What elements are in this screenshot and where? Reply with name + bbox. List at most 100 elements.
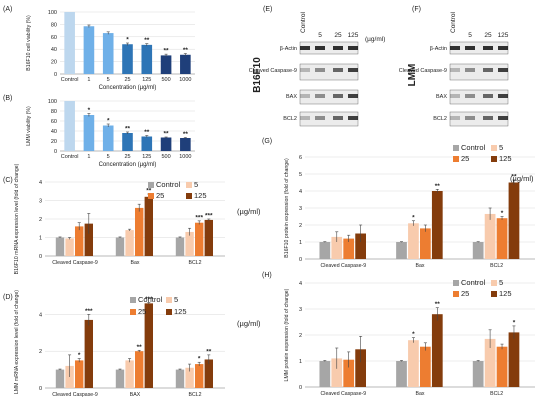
- x-tick-label: Cleaved Caspase-9: [321, 391, 367, 397]
- x-tick-label: 500: [161, 154, 170, 160]
- legend-swatch: [186, 193, 192, 199]
- blot-band: [315, 68, 325, 72]
- blot-band: [315, 46, 325, 50]
- blot-band: [333, 116, 343, 120]
- bar-A-5: [102, 33, 114, 74]
- significance-mark: **: [164, 48, 170, 55]
- y-tick-label: 6: [299, 155, 302, 161]
- y-tick-label: 20: [51, 60, 57, 66]
- y-tick-label: 4: [299, 281, 302, 287]
- legend-swatch: [491, 145, 497, 151]
- significance-mark: *: [513, 319, 516, 326]
- y-tick-label: 2: [39, 349, 42, 355]
- legend-swatch: [453, 156, 459, 162]
- blot-band: [348, 116, 358, 120]
- x-tick-label: Bax: [131, 260, 140, 266]
- y-tick-label: 0: [39, 254, 42, 260]
- bar-C-25: [75, 226, 84, 256]
- legend-label: Control: [156, 180, 181, 189]
- x-axis-label: Concentration (µg/ml): [99, 162, 157, 168]
- bar-C-5: [65, 238, 74, 256]
- bar-H-Control: [396, 361, 407, 387]
- blot-row-label: β-Actin: [280, 46, 297, 52]
- bar-C-Control: [175, 237, 185, 256]
- bar-C-25: [195, 222, 204, 256]
- y-tick-label: 3: [39, 199, 42, 205]
- blot-band: [300, 94, 310, 98]
- significance-mark: *: [412, 214, 415, 221]
- blot-row-label: β-Actin: [430, 46, 447, 52]
- bar-G-Control: [396, 242, 407, 259]
- panel-label-D: (D): [3, 294, 13, 301]
- blot-band: [450, 46, 460, 50]
- blot-band: [348, 94, 358, 98]
- y-tick-label: 0: [299, 385, 302, 391]
- bar-D-125: [84, 319, 93, 388]
- blot-lane-label: Control: [450, 11, 457, 33]
- bar-G-5: [331, 236, 343, 259]
- x-tick-label: 125: [142, 77, 151, 83]
- bar-H-125: [431, 314, 443, 387]
- bar-A-1: [83, 26, 95, 74]
- blot-band: [465, 116, 475, 120]
- blot-band: [465, 46, 475, 50]
- x-tick-label: BCL2: [490, 391, 503, 397]
- blot-band: [465, 68, 475, 72]
- blot-band: [333, 94, 343, 98]
- bar-B-5: [102, 125, 114, 151]
- significance-mark: *: [198, 356, 201, 363]
- x-tick-label: 125: [142, 154, 151, 160]
- bar-B-25: [122, 133, 133, 151]
- panel-label-E: (E): [263, 6, 272, 13]
- bar-C-125: [84, 223, 93, 256]
- y-tick-label: 5: [299, 172, 302, 178]
- blot-band: [498, 116, 508, 120]
- x-tick-label: Cleaved Caspase-9: [52, 392, 98, 398]
- y-tick-label: 80: [51, 109, 57, 115]
- y-axis-label: B16F10 mRNA expression level (fold of ch…: [14, 163, 20, 274]
- legend-label: 125: [194, 191, 207, 200]
- y-tick-label: 40: [51, 47, 57, 53]
- y-tick-label: 60: [51, 119, 57, 125]
- significance-mark: **: [206, 348, 212, 355]
- y-axis-label: B16F10 protein expression (fold of chang…: [284, 158, 290, 258]
- legend-swatch: [491, 156, 497, 162]
- legend-label: 5: [499, 278, 503, 287]
- legend-label: Control: [461, 278, 486, 287]
- bar-G-125: [431, 191, 443, 259]
- bar-H-5: [484, 338, 496, 387]
- blot-band: [498, 94, 508, 98]
- x-tick-label: 500: [161, 77, 170, 83]
- y-tick-label: 3: [299, 206, 302, 212]
- significance-mark: *: [78, 352, 81, 359]
- bar-C-125: [204, 219, 213, 256]
- blot-band: [300, 68, 310, 72]
- bar-H-5: [331, 358, 343, 387]
- blot-lane-label: 5: [468, 32, 472, 39]
- legend-swatch: [166, 309, 172, 315]
- legend-swatch: [186, 182, 192, 188]
- bar-H-125: [355, 349, 366, 387]
- y-tick-label: 60: [51, 35, 57, 41]
- bar-D-25: [75, 360, 84, 388]
- legend-swatch: [453, 291, 459, 297]
- x-tick-label: BCL2: [490, 263, 503, 269]
- y-tick-label: 2: [299, 223, 302, 229]
- bar-D-Control: [175, 369, 185, 388]
- bar-A-25: [122, 44, 133, 74]
- blot-lane-label: 25: [484, 32, 492, 39]
- legend-label: 25: [461, 154, 469, 163]
- bar-C-5: [185, 231, 194, 256]
- legend-label: 5: [174, 295, 178, 304]
- legend-label: 125: [499, 154, 512, 163]
- significance-mark: ***: [195, 214, 203, 221]
- y-tick-label: 100: [48, 99, 57, 105]
- x-tick-label: 1: [87, 154, 90, 160]
- bar-C-25: [135, 207, 144, 256]
- x-axis-label: Concentration (µg/ml): [99, 85, 157, 91]
- blot-cell-label: LMM: [407, 64, 418, 87]
- blot-band: [300, 116, 310, 120]
- bar-D-5: [185, 367, 194, 388]
- bar-A-Control: [64, 12, 75, 74]
- blot-row-label: BAX: [286, 94, 297, 100]
